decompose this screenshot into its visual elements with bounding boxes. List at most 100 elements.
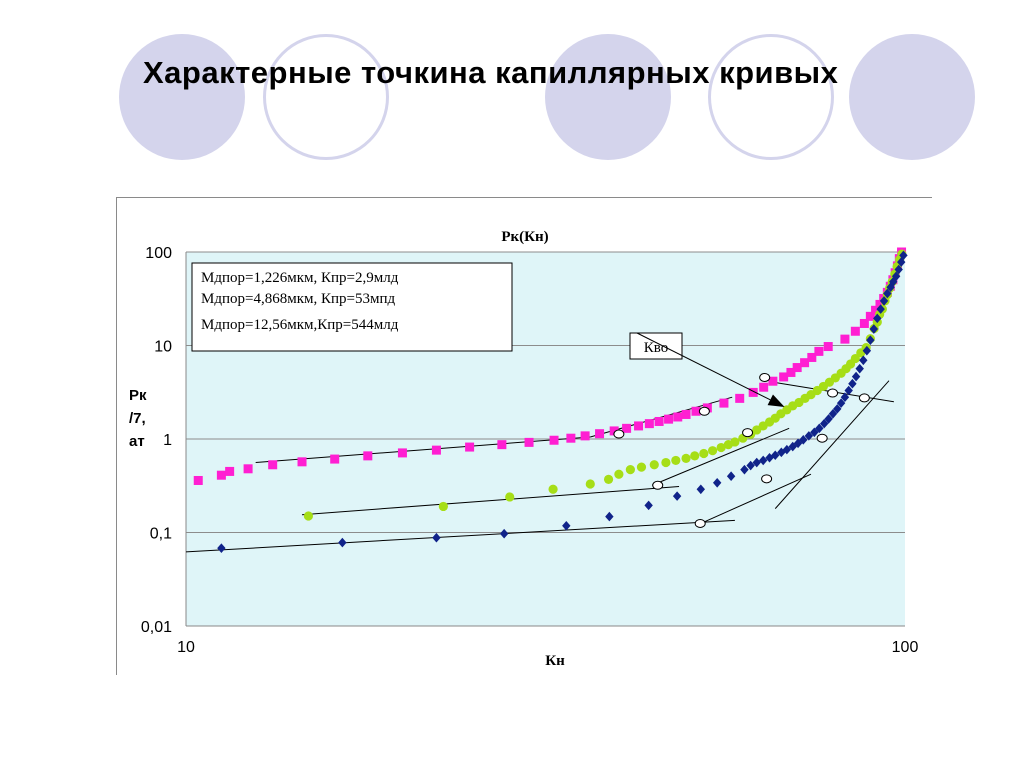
data-point [777, 447, 786, 458]
data-point [431, 445, 441, 455]
data-point [432, 532, 441, 543]
data-point [771, 450, 780, 461]
data-point [735, 393, 745, 403]
data-point [268, 460, 278, 470]
data-point [548, 484, 558, 494]
kvo-point [759, 372, 771, 382]
tangent-line [255, 436, 591, 464]
data-point [338, 537, 347, 548]
data-point [243, 464, 253, 474]
data-point [549, 435, 559, 445]
kvo-point [816, 433, 828, 443]
data-point [792, 363, 802, 373]
data-point [815, 423, 824, 434]
data-point [793, 438, 803, 449]
data-point [876, 304, 885, 314]
data-point [719, 398, 729, 408]
decor-ring-1 [263, 34, 389, 160]
data-point [810, 427, 819, 438]
kvo-point [742, 428, 754, 438]
kvo-point [827, 388, 839, 398]
data-point [836, 398, 846, 408]
data-point [603, 474, 614, 484]
y-tick-label: 0,01 [141, 619, 172, 636]
data-point [758, 455, 768, 466]
slide-title: Характерные точкина капиллярных кривых [143, 55, 839, 90]
tangent-line [700, 473, 812, 524]
data-point [883, 288, 892, 299]
data-point [759, 382, 769, 392]
data-point [585, 479, 595, 489]
kvo-point [613, 429, 625, 439]
data-point [850, 353, 860, 364]
data-point [297, 457, 307, 467]
data-point [833, 404, 842, 414]
data-point [654, 416, 664, 426]
data-point [691, 406, 701, 416]
legend-box [191, 262, 513, 352]
kvo-point [858, 393, 870, 403]
data-point [840, 392, 850, 402]
data-point [614, 469, 624, 479]
data-point [716, 442, 726, 453]
data-point [746, 460, 755, 471]
data-point [765, 452, 774, 463]
tangent-line [651, 427, 790, 486]
data-point [330, 454, 340, 464]
data-point [862, 345, 872, 356]
kvo-points [613, 372, 870, 528]
data-point [216, 470, 226, 480]
data-point [844, 385, 853, 396]
data-point [397, 448, 407, 458]
data-point [681, 453, 691, 464]
series-markers [193, 247, 908, 553]
kvo-arrow-head [767, 394, 785, 407]
data-point [819, 418, 829, 429]
chart-frame: 100 10 1 0,1 0,01 10 100 Рк(Кн) Кн Рк /7, ат М… [116, 197, 932, 675]
data-point [644, 500, 653, 511]
data-point [217, 543, 226, 553]
data-point [193, 475, 203, 485]
data-point [636, 462, 647, 472]
kvo-arrow-line [636, 332, 771, 401]
data-point [786, 367, 796, 377]
y-tick-label: 0,1 [150, 526, 172, 543]
kvo-point [761, 474, 773, 484]
x-axis-label: Кн [545, 653, 565, 669]
y-axis-label-line-2: /7, [129, 410, 146, 427]
data-point [497, 440, 507, 450]
data-point [696, 484, 706, 495]
data-point [782, 444, 792, 455]
data-point [859, 355, 868, 366]
kvo-point [652, 480, 664, 490]
data-point [681, 409, 691, 419]
data-point [873, 313, 882, 324]
data-point [505, 492, 515, 502]
data-point [566, 433, 576, 443]
y-tick-label: 100 [145, 245, 172, 262]
data-point [726, 471, 736, 482]
y-tick-label: 1 [163, 432, 172, 449]
data-point [879, 296, 889, 306]
data-point [824, 414, 833, 424]
data-point [664, 414, 674, 424]
data-point [707, 446, 718, 456]
data-point [562, 520, 571, 531]
data-point [865, 311, 875, 321]
data-point [859, 318, 869, 328]
kvo-point [698, 406, 710, 416]
data-point [634, 421, 644, 431]
data-point [303, 511, 314, 521]
legend-entry-3: Мдпор=12,56мкм,Кпр=544млд [201, 317, 399, 333]
tangent-line [185, 519, 735, 553]
decor-ring-2 [708, 34, 834, 160]
legend-entry-1: Мдпор=1,226мкм, Кпр=2,9млд [201, 270, 399, 286]
data-point [699, 448, 709, 459]
y-axis-label-line-1: Рк [129, 387, 147, 404]
data-point [899, 250, 908, 261]
data-point [848, 378, 857, 389]
chart-title: Рк(Кн) [501, 229, 548, 245]
data-point [851, 371, 861, 382]
data-point [804, 431, 814, 441]
chart: 100 10 1 0,1 0,01 10 100 Рк(Кн) Кн Рк /7, ат М… [129, 229, 918, 669]
